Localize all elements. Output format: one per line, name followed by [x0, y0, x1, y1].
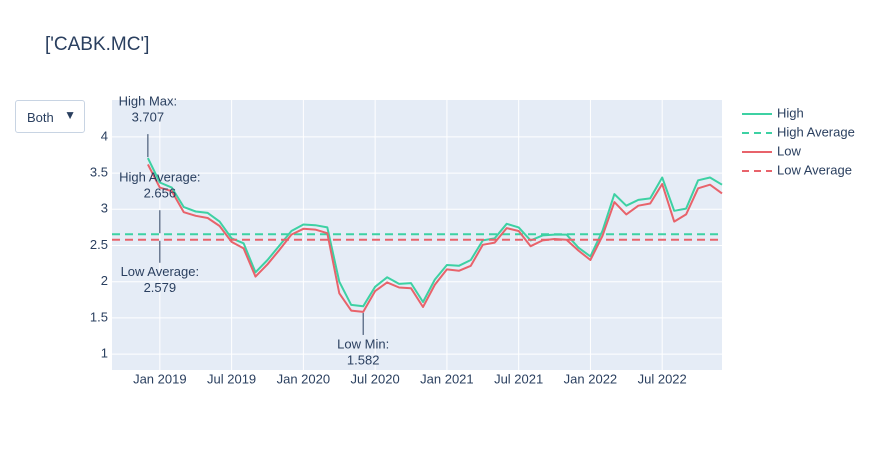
y-tick-label: 1 [101, 346, 108, 361]
annotation-label: High Average: [119, 170, 200, 185]
annotation-value: 3.707 [132, 110, 165, 125]
annotation-value: 2.656 [144, 186, 177, 201]
y-tick-label: 4 [101, 128, 108, 143]
dropdown-arrow: ▼ [64, 108, 76, 122]
x-tick-label: Jul 2020 [351, 371, 400, 386]
y-tick-label: 2 [101, 273, 108, 288]
y-tick-label: 3 [101, 201, 108, 216]
x-tick-label: Jan 2020 [277, 371, 331, 386]
y-tick-label: 1.5 [90, 309, 108, 324]
y-tick-label: 3.5 [90, 165, 108, 180]
annotation-value: 1.582 [347, 352, 380, 367]
annotation-label: High Max: [119, 94, 178, 109]
x-tick-label: Jan 2022 [564, 371, 618, 386]
dropdown-label: Both [27, 110, 54, 125]
line [147, 163, 723, 313]
annotation-label: Low Min: [337, 336, 389, 351]
x-tick-label: Jan 2021 [420, 371, 474, 386]
x-tick-label: Jan 2019 [133, 371, 187, 386]
x-tick-label: Jul 2019 [207, 371, 256, 386]
y-tick-label: 2.5 [90, 237, 108, 252]
legend-label: High [777, 105, 804, 120]
line [147, 157, 723, 308]
x-tick-label: Jul 2022 [638, 371, 687, 386]
x-tick-label: Jul 2021 [494, 371, 543, 386]
dropdown[interactable]: Both ▼ [15, 100, 85, 133]
chart-title: ['CABK.MC'] [45, 34, 149, 55]
legend-label: Low Average [777, 162, 852, 177]
annotation-label: Low Average: [121, 264, 200, 279]
legend-label: High Average [777, 124, 855, 139]
annotation-value: 2.579 [144, 280, 177, 295]
legend-label: Low [777, 143, 801, 158]
